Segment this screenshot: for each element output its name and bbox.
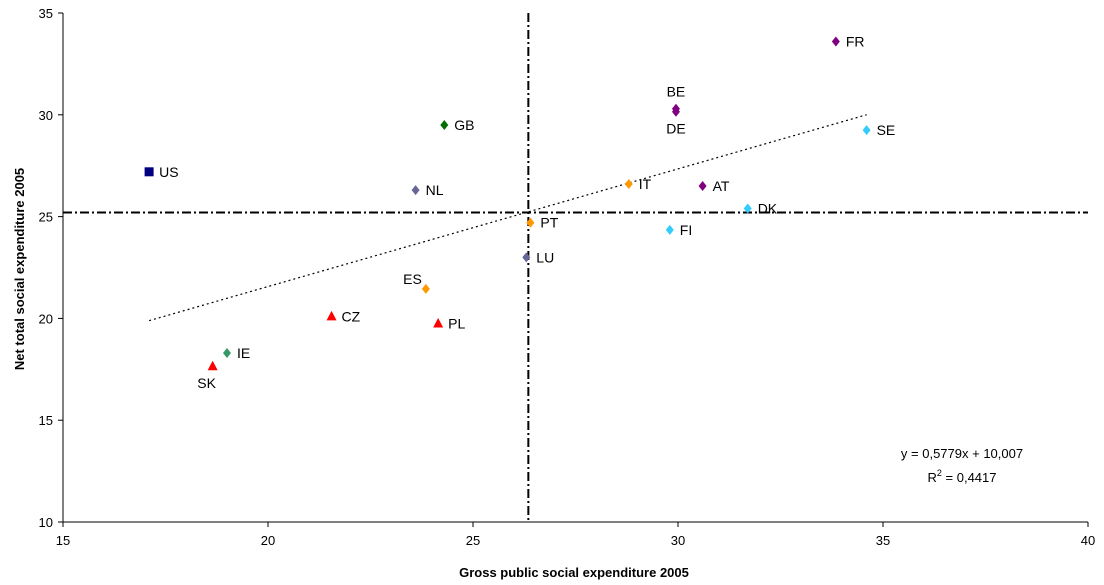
data-point-cz [326, 310, 337, 321]
point-label-lu: LU [536, 249, 554, 265]
x-tick-label: 30 [671, 533, 685, 548]
point-label-se: SE [877, 122, 896, 138]
data-point-lu [522, 252, 531, 263]
x-tick-label: 15 [56, 533, 70, 548]
labels-layer: US GB NL LU IE SK CZ PL ES PT IT BE DE AT FR FI DK SE [159, 34, 895, 392]
data-point-dk [743, 203, 752, 214]
data-point-pt [526, 217, 535, 228]
data-point-sk [207, 360, 218, 371]
data-point-de [671, 106, 680, 117]
y-axis-title: Net total social expenditure 2005 [12, 168, 27, 370]
lines-layer [63, 13, 1088, 522]
y-tick-label: 20 [39, 311, 53, 326]
data-point-se [862, 125, 871, 136]
y-tick-label: 30 [39, 108, 53, 123]
y-tick-label: 15 [39, 413, 53, 428]
x-tick-label: 20 [261, 533, 275, 548]
data-point-ie [223, 348, 231, 359]
data-point-fi [665, 224, 674, 235]
data-point-gb [440, 119, 449, 130]
y-tick-label: 25 [39, 210, 53, 225]
r-squared-superscript: 2 [937, 468, 942, 478]
point-label-ie: IE [237, 345, 250, 361]
data-point-pl [433, 317, 444, 328]
trendline-equation: y = 0,5779x + 10,007 [901, 446, 1023, 461]
point-label-at: AT [713, 178, 730, 194]
data-point-fr [831, 36, 840, 47]
point-label-fr: FR [846, 34, 865, 50]
point-label-pt: PT [540, 215, 558, 231]
x-axis-title: Gross public social expenditure 2005 [459, 565, 689, 580]
point-label-gb: GB [454, 117, 474, 133]
point-label-pl: PL [448, 315, 465, 331]
x-tick-label: 35 [876, 533, 890, 548]
point-label-us: US [159, 164, 178, 180]
data-point-it [624, 179, 633, 190]
y-tick-label: 10 [39, 515, 53, 530]
point-label-nl: NL [426, 182, 444, 198]
trendline [148, 114, 867, 322]
data-point-es [421, 283, 430, 294]
data-point-at [698, 181, 707, 192]
point-label-sk: SK [197, 375, 216, 391]
data-point-us [144, 167, 154, 177]
point-label-be: BE [667, 84, 686, 100]
points-layer [144, 36, 871, 371]
point-label-dk: DK [758, 200, 778, 216]
point-label-de: DE [666, 121, 685, 137]
point-label-es: ES [403, 271, 422, 287]
point-label-it: IT [639, 176, 652, 192]
r-squared-label: R2 = 0,4417 [928, 468, 997, 485]
point-label-cz: CZ [342, 308, 361, 324]
x-tick-label: 40 [1081, 533, 1095, 548]
r-squared-value: = 0,4417 [942, 470, 997, 485]
r-squared-prefix: R [928, 470, 937, 485]
point-label-fi: FI [680, 222, 692, 238]
data-point-nl [411, 185, 420, 196]
y-tick-label: 35 [39, 6, 53, 21]
x-tick-label: 25 [466, 533, 480, 548]
